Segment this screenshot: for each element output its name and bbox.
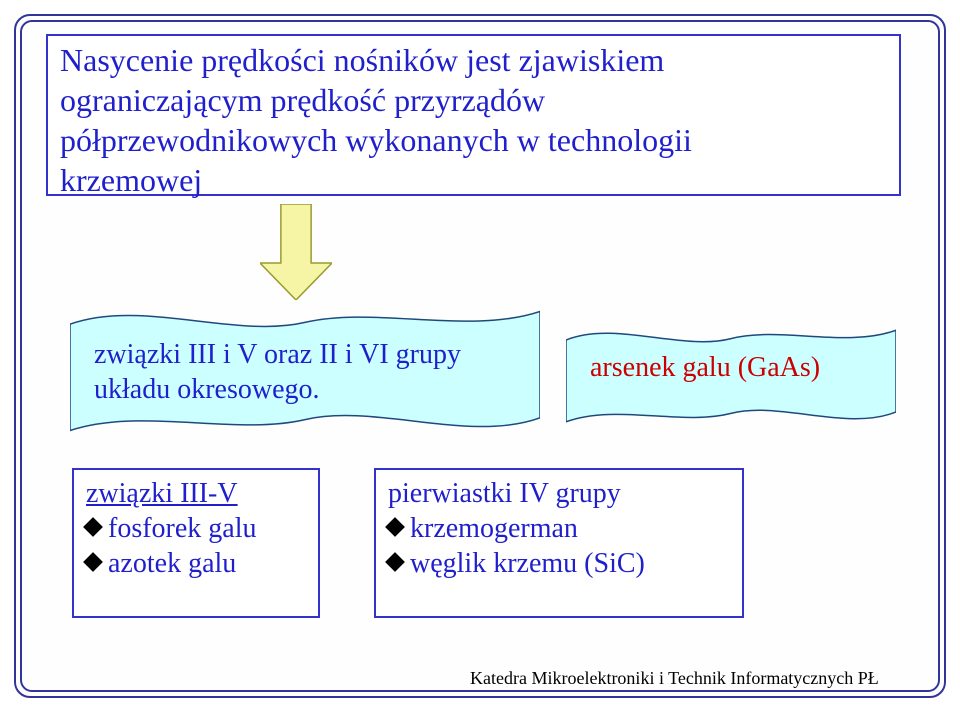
box-iii-v-item2: azotek galu — [86, 546, 308, 581]
down-arrow-icon — [260, 204, 332, 300]
title-line1: Nasycenie prędkości nośników jest zjawis… — [60, 42, 664, 78]
slide: Nasycenie prędkości nośników jest zjawis… — [0, 0, 960, 712]
banner-gaas-line1: arsenek galu (GaAs) — [590, 352, 820, 383]
title-text: Nasycenie prędkości nośników jest zjawis… — [60, 40, 889, 200]
title-line2: ograniczającym prędkość przyrządów — [60, 82, 545, 118]
banner-gaas-text: arsenek galu (GaAs) — [590, 350, 880, 385]
banner-compounds-line1: związki III i V oraz II i VI grupy — [94, 339, 461, 370]
footer-text: Katedra Mikroelektroniki i Technik Infor… — [470, 668, 879, 690]
banner-compounds-line2: układu okresowego. — [94, 374, 320, 405]
diamond-icon — [385, 517, 405, 537]
box-iv-group-content: pierwiastki IV grupy krzemogerman węglik… — [388, 476, 732, 581]
box-iii-v: związki III-V fosforek galu azotek galu — [72, 468, 320, 618]
title-line4: krzemowej — [60, 162, 202, 198]
diamond-icon — [83, 552, 103, 572]
box-iii-v-item1: fosforek galu — [86, 511, 308, 546]
box-iv-group-title: pierwiastki IV grupy — [388, 476, 732, 511]
box-iv-group-item1: krzemogerman — [388, 511, 732, 546]
title-box: Nasycenie prędkości nośników jest zjawis… — [46, 34, 901, 196]
title-line3: półprzewodnikowych wykonanych w technolo… — [60, 122, 692, 158]
diamond-icon — [385, 552, 405, 572]
box-iii-v-content: związki III-V fosforek galu azotek galu — [86, 476, 308, 581]
box-iv-group: pierwiastki IV grupy krzemogerman węglik… — [374, 468, 744, 618]
banner-compounds-text: związki III i V oraz II i VI grupy układ… — [94, 337, 524, 407]
box-iv-group-item2: węglik krzemu (SiC) — [388, 546, 732, 581]
diamond-icon — [83, 517, 103, 537]
box-iii-v-title: związki III-V — [86, 476, 308, 511]
